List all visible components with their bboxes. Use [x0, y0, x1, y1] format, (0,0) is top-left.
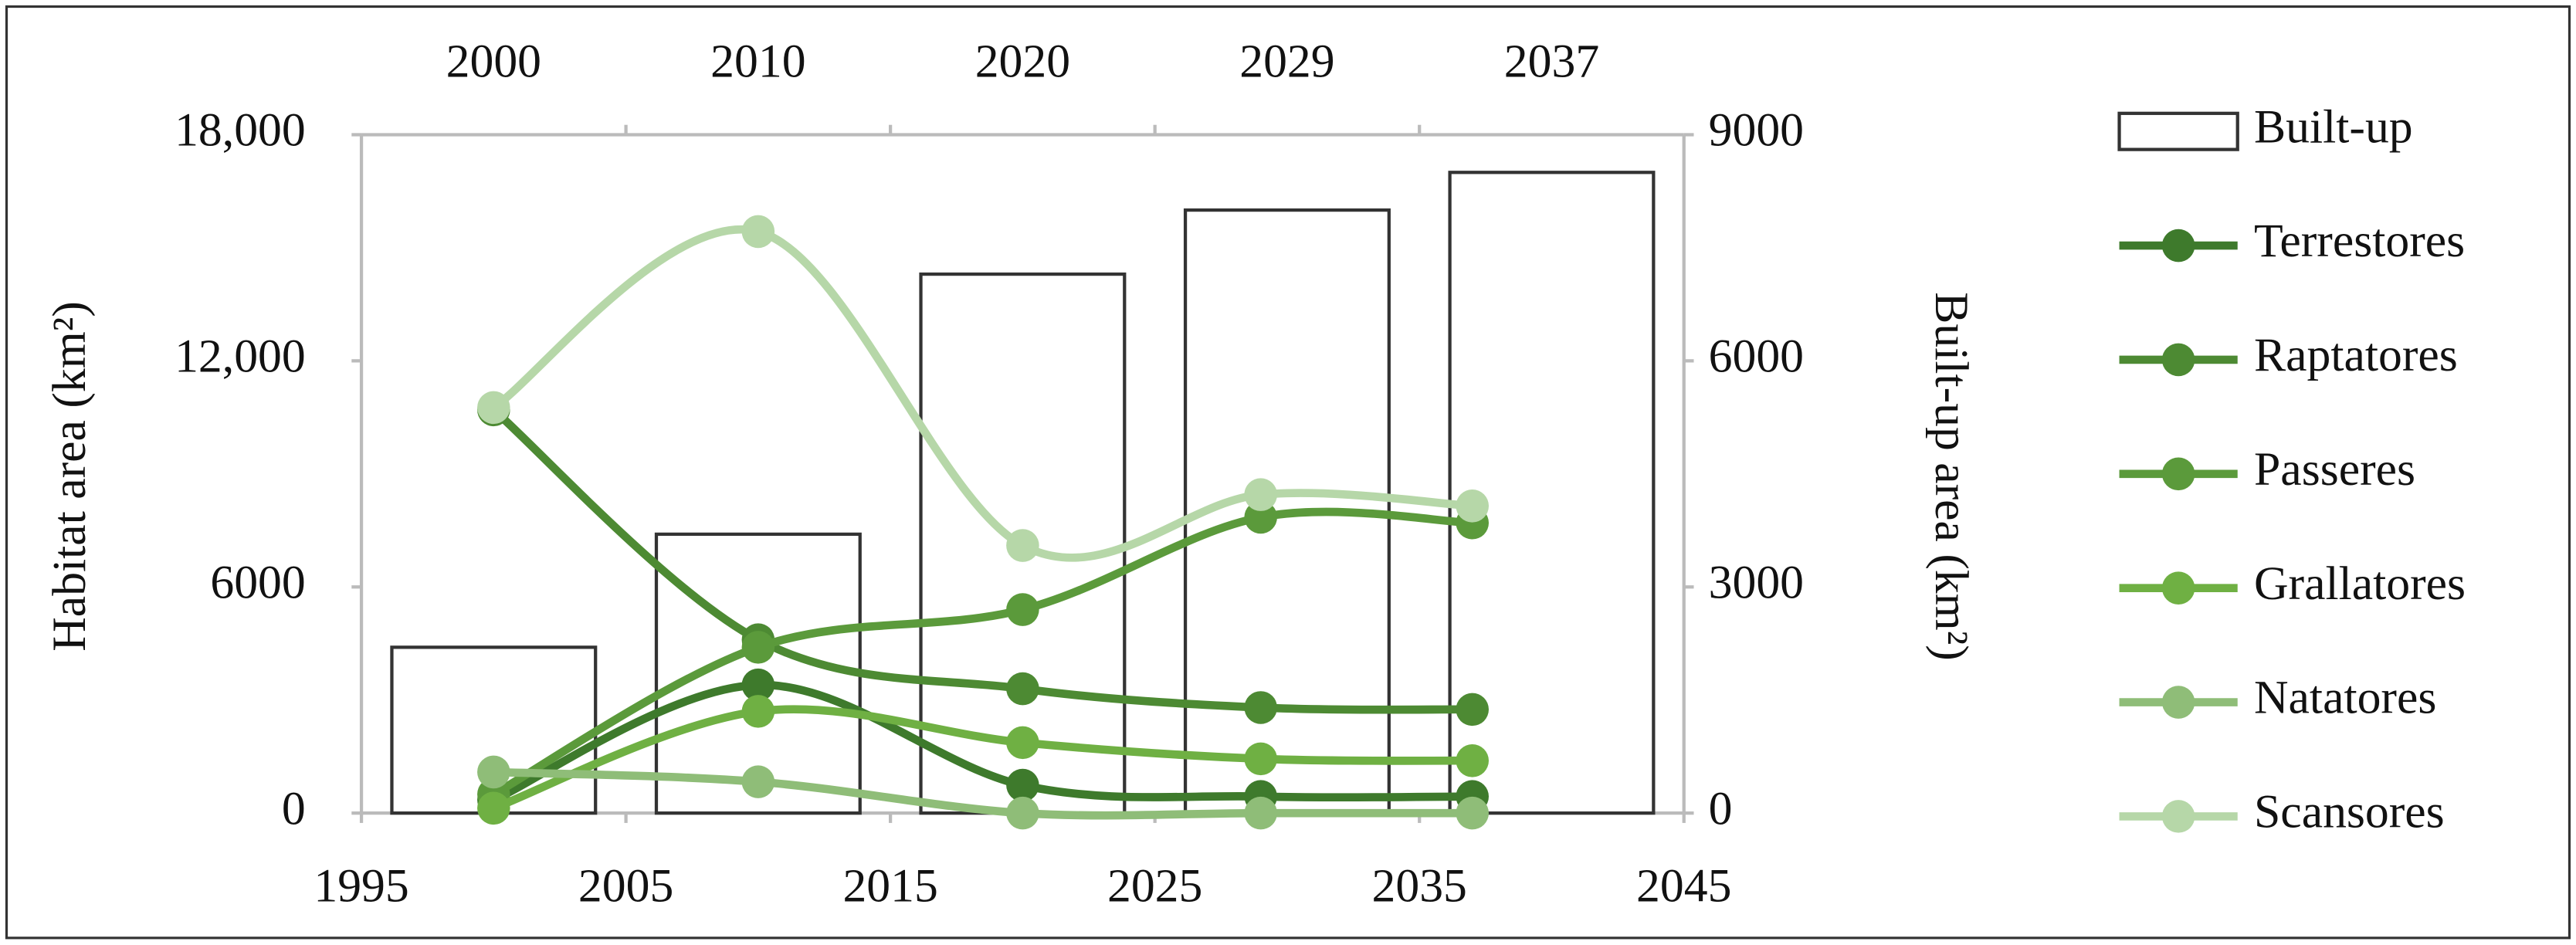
y2-tick-label: 9000 — [1709, 104, 1804, 157]
legend-label: Natatores — [2254, 672, 2436, 724]
x-tick-label: 1995 — [314, 859, 408, 912]
x-tick-label: 2015 — [842, 859, 937, 912]
y-tick-label: 6000 — [210, 556, 305, 608]
y2-tick-label: 0 — [1709, 782, 1733, 835]
marker — [1006, 529, 1039, 562]
legend-swatch — [2161, 800, 2195, 833]
marker — [1456, 744, 1489, 777]
marker — [1006, 796, 1039, 830]
marker — [741, 668, 775, 702]
marker — [477, 791, 510, 825]
y-tick-label: 0 — [282, 782, 306, 835]
marker — [1456, 693, 1489, 727]
top-category-label: 2010 — [710, 35, 805, 87]
marker — [1006, 593, 1039, 626]
y2-axis-title: Built-up area (km²) — [1925, 292, 1978, 661]
x-tick-label: 2045 — [1636, 859, 1731, 912]
y2-tick-label: 3000 — [1709, 556, 1804, 608]
marker — [1456, 489, 1489, 523]
x-tick-label: 2025 — [1107, 859, 1202, 912]
y-tick-label: 12,000 — [175, 330, 306, 383]
marker — [1244, 796, 1277, 830]
marker — [1244, 742, 1277, 776]
marker — [741, 631, 775, 664]
legend-label: Grallatores — [2254, 557, 2466, 610]
bar — [1448, 171, 1656, 815]
top-category-label: 2037 — [1504, 35, 1599, 87]
y-axis-title: Habitat area (km²) — [43, 301, 96, 652]
marker — [1244, 500, 1277, 534]
marker — [1006, 726, 1039, 760]
marker — [741, 765, 775, 798]
top-category-label: 2000 — [446, 35, 541, 87]
line — [490, 406, 1473, 714]
legend-swatch — [2161, 571, 2195, 605]
legend-swatch — [2161, 457, 2195, 491]
frame — [5, 5, 2571, 940]
top-category-label: 2029 — [1239, 35, 1334, 87]
top-category-label: 2020 — [975, 35, 1070, 87]
marker — [477, 391, 510, 425]
legend-label: Terrestores — [2254, 215, 2465, 267]
y2-tick-label: 6000 — [1709, 330, 1804, 383]
legend-label: Passeres — [2254, 443, 2415, 496]
x-tick-label: 2005 — [578, 859, 673, 912]
marker — [741, 695, 775, 728]
marker — [1456, 796, 1489, 830]
legend-swatch — [2161, 686, 2195, 719]
legend-swatch — [2161, 229, 2195, 262]
marker — [477, 755, 510, 789]
line — [491, 225, 1473, 562]
legend-swatch — [2117, 111, 2239, 151]
legend-swatch — [2161, 343, 2195, 377]
marker — [1244, 691, 1277, 724]
legend-label: Built-up — [2254, 100, 2413, 153]
marker — [1006, 672, 1039, 706]
legend-label: Raptatores — [2254, 329, 2458, 381]
y-tick-label: 18,000 — [175, 104, 306, 157]
legend-label: Scansores — [2254, 786, 2445, 838]
x-tick-label: 2035 — [1372, 859, 1467, 912]
marker — [1244, 478, 1277, 511]
marker — [1006, 768, 1039, 802]
line — [492, 680, 1473, 804]
marker — [741, 215, 775, 249]
